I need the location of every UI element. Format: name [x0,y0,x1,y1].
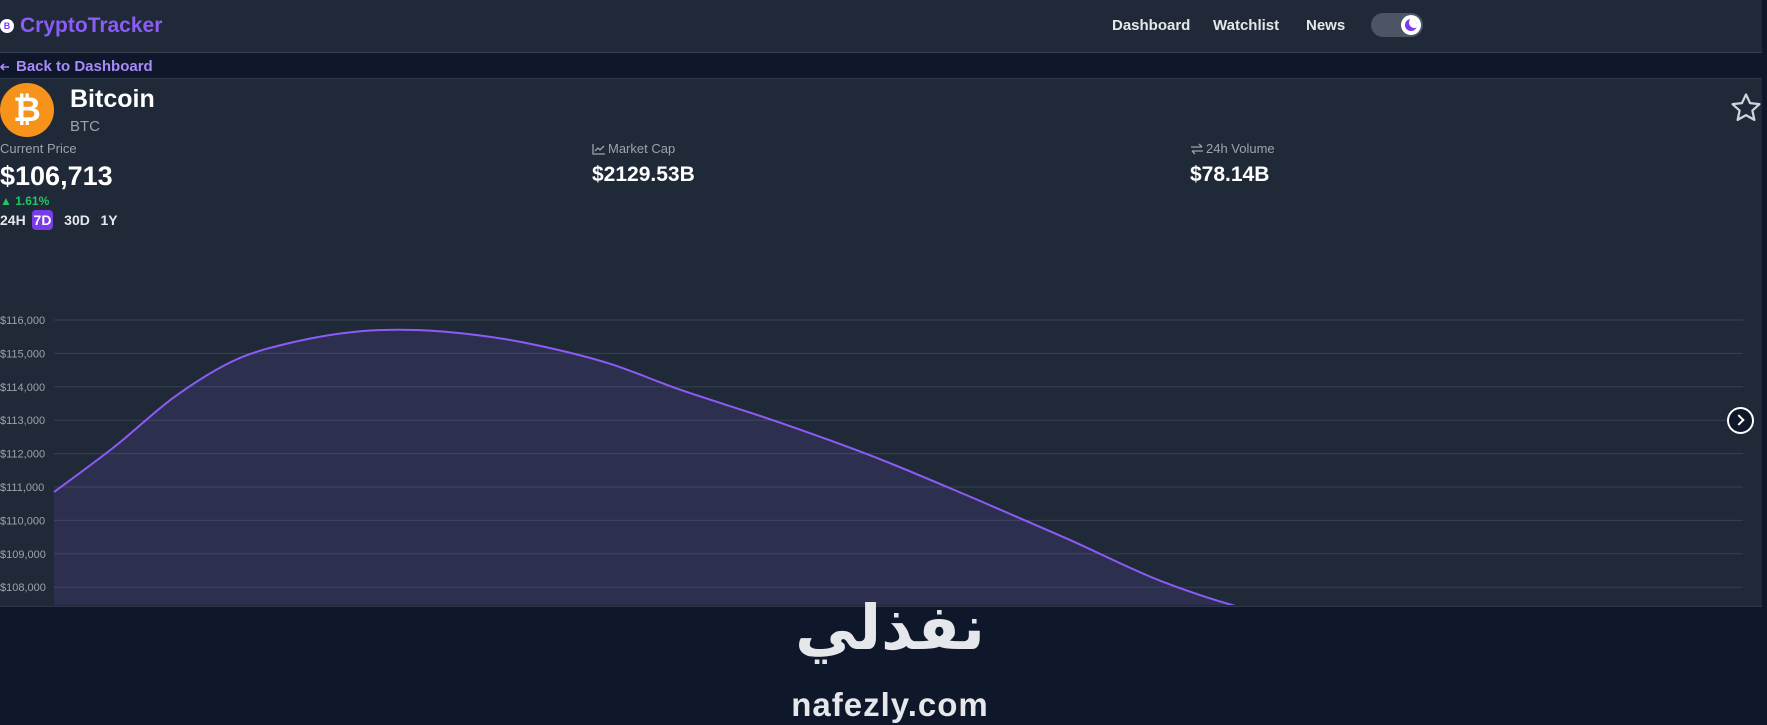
y-tick-label: $114,000 [0,382,45,394]
market-cap-stat: Market Cap [592,141,675,156]
series-line [53,328,1236,605]
moon-icon [1405,19,1417,31]
chevron-right-icon[interactable] [1727,407,1754,434]
range-tab-7d[interactable]: 7D [32,210,53,230]
range-tab-1y[interactable]: 1Y [100,212,118,228]
volume-stat: 24h Volume [1190,141,1275,156]
watermark-arabic: نفذلي [795,594,985,663]
nav-dashboard[interactable]: Dashboard [1112,17,1191,34]
coin-name: Bitcoin [70,85,155,113]
arrow-left-icon [0,62,9,71]
bitcoin-logo-icon: ₿ [0,83,54,137]
chart-area [53,328,1236,605]
nav-watchlist[interactable]: Watchlist [1213,17,1280,34]
price-change: ▲ 1.61% [0,194,50,208]
current-price-label: Current Price [0,141,77,156]
nav-news[interactable]: News [1306,17,1346,34]
coin-symbol: BTC [70,118,100,135]
chart-grid [54,319,1743,588]
toggle-knob [1401,15,1421,35]
y-axis: $106,000$107,000$108,000$109,000$110,000… [0,315,46,594]
y-tick-label: $116,000 [0,315,45,327]
price-chart[interactable]: $106,000$107,000$108,000$109,000$110,000… [0,235,1762,605]
y-tick-label: $108,000 [0,582,46,594]
theme-toggle[interactable] [1371,13,1423,37]
series-area-fill [54,329,1232,605]
chart-line-icon [592,143,605,155]
volume-value: $78.14B [1190,163,1270,186]
current-price-value: $106,713 [0,161,113,191]
y-tick-label: $109,000 [0,549,46,561]
market-cap-value: $2129.53B [592,163,695,186]
range-tab-24h[interactable]: 24H [0,212,26,228]
brand-logo-icon: B [0,19,14,33]
brand[interactable]: B CryptoTracker [0,14,162,38]
y-tick-label: $111,000 [0,482,44,494]
range-tab-30d[interactable]: 30D [64,212,90,228]
y-tick-label: $113,000 [0,415,45,427]
volume-label: 24h Volume [1206,141,1275,156]
market-cap-label: Market Cap [608,141,676,156]
brand-name: CryptoTracker [20,14,163,37]
watermark-latin: nafezly.com [791,686,989,723]
back-to-dashboard-link[interactable]: Back to Dashboard [0,58,153,75]
coin-detail-card: ₿ Bitcoin BTC Current Price $106,713 ▲ 1… [0,78,1762,607]
top-navbar: B CryptoTracker Dashboard Watchlist News [0,0,1762,53]
star-icon[interactable] [1729,91,1763,125]
back-link-label: Back to Dashboard [16,58,153,75]
y-tick-label: $112,000 [0,449,45,461]
y-tick-label: $115,000 [0,348,45,360]
y-tick-label: $110,000 [0,515,45,527]
swap-arrows-icon [1191,143,1203,154]
